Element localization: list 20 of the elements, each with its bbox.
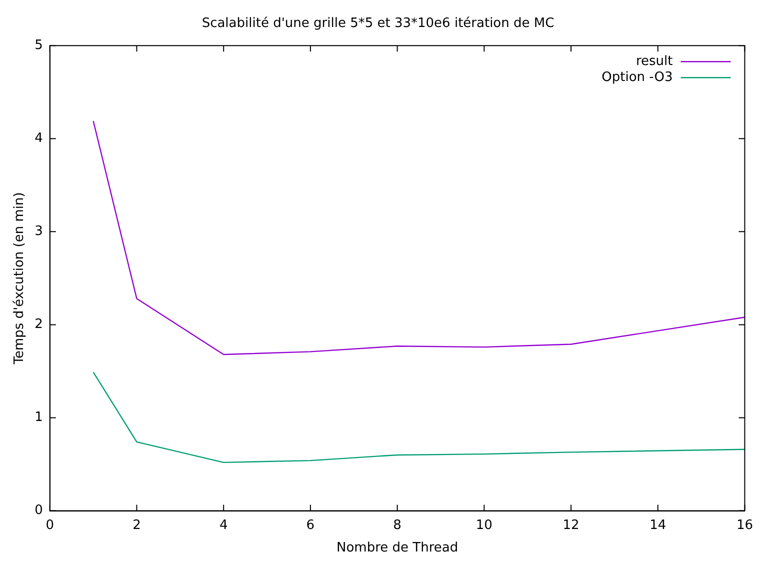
chart-title: Scalabilité d'une grille 5*5 et 33*10e6 itération de MC <box>202 16 554 32</box>
x-tick-label: 2 <box>132 518 141 533</box>
x-tick-label: 16 <box>736 518 753 533</box>
y-tick-label: 0 <box>34 503 43 518</box>
y-tick-label: 4 <box>34 131 43 146</box>
x-tick-label: 4 <box>219 518 228 533</box>
y-tick-label: 1 <box>34 410 43 426</box>
x-tick-label: 10 <box>476 518 492 533</box>
y-axis-title: Temps d'éxcution (en min) <box>12 192 28 366</box>
x-tick-label: 6 <box>306 518 315 533</box>
x-tick-label: 14 <box>650 518 666 533</box>
legend-label: result <box>636 54 673 69</box>
x-tick-label: 0 <box>46 518 54 533</box>
x-tick-label: 12 <box>562 518 580 533</box>
legend-label: Option -O3 <box>602 70 673 85</box>
y-tick-label: 3 <box>34 224 43 240</box>
y-tick-label: 5 <box>34 38 43 53</box>
y-tick-label: 2 <box>34 317 43 332</box>
x-axis-title: Nombre de Thread <box>336 540 458 556</box>
x-tick-label: 8 <box>393 518 402 533</box>
